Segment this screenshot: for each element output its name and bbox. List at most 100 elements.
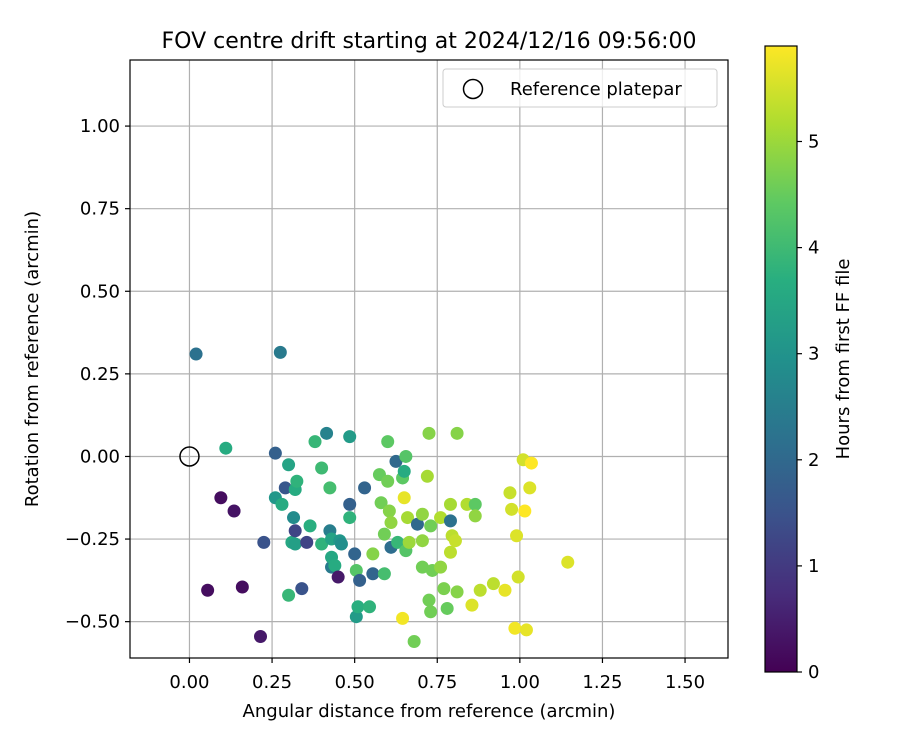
data-point: [468, 509, 482, 523]
data-point: [508, 621, 522, 635]
data-point: [381, 435, 395, 449]
data-point: [377, 567, 391, 581]
data-point: [486, 577, 500, 591]
data-point: [328, 558, 342, 572]
data-point: [315, 537, 329, 551]
legend: Reference platepar: [442, 68, 718, 108]
data-point: [366, 567, 380, 581]
data-point: [434, 511, 448, 525]
data-point: [334, 537, 348, 551]
x-axis-ticks: 0.00 0.25 0.50 0.75 1.00 1.25 1.50: [169, 658, 705, 693]
data-point: [382, 504, 396, 518]
data-point: [288, 524, 302, 538]
data-point: [391, 535, 405, 549]
data-point: [381, 474, 395, 488]
data-point: [407, 634, 421, 648]
y-axis-ticks: −0.50 −0.25 0.00 0.25 0.50 0.75 1.00: [65, 116, 130, 633]
colorbar-ticks: 0 1 2 3 4 5: [797, 131, 819, 683]
data-point: [201, 583, 215, 597]
colorbar-frame: [764, 45, 798, 673]
data-point: [273, 345, 287, 359]
data-point: [415, 507, 429, 521]
data-point: [422, 426, 436, 440]
data-point: [308, 435, 322, 449]
x-tick-label: 0.50: [335, 672, 375, 693]
x-axis-label: Angular distance from reference (arcmin): [243, 701, 616, 722]
x-tick-label: 0.25: [252, 672, 292, 693]
data-point: [450, 426, 464, 440]
data-point: [468, 497, 482, 511]
data-point: [227, 504, 241, 518]
data-point: [343, 430, 357, 444]
data-point: [420, 469, 434, 483]
data-point: [366, 547, 380, 561]
colorbar-label: Hours from first FF file: [833, 259, 854, 460]
data-point: [415, 534, 429, 548]
plot-frame: [129, 59, 729, 659]
data-point: [300, 535, 314, 549]
grid-lines: [130, 60, 728, 658]
data-point: [450, 585, 464, 599]
data-point: [473, 583, 487, 597]
y-tick-label: 0.50: [80, 281, 120, 302]
data-point: [465, 598, 479, 612]
x-tick-label: 0.75: [417, 672, 457, 693]
colorbar-tick-label: 5: [808, 131, 819, 152]
y-tick-label: 0.25: [80, 364, 120, 385]
data-point: [282, 458, 296, 472]
data-point: [397, 491, 411, 505]
y-tick-label: 0.75: [80, 199, 120, 220]
legend-box: [442, 68, 718, 108]
y-axis-label: Rotation from reference (arcmin): [22, 211, 43, 507]
data-point: [287, 511, 301, 525]
colorbar-tick-label: 0: [808, 662, 819, 683]
data-point: [498, 583, 512, 597]
data-point: [440, 601, 454, 615]
x-tick-label: 1.50: [665, 672, 705, 693]
data-point: [510, 529, 524, 543]
data-point: [331, 570, 345, 584]
data-point: [396, 611, 410, 625]
data-point: [320, 426, 334, 440]
data-point: [410, 517, 424, 531]
data-point: [343, 497, 357, 511]
x-tick-label: 1.00: [500, 672, 540, 693]
y-tick-label: −0.50: [65, 612, 120, 633]
data-point: [349, 563, 363, 577]
data-point: [254, 630, 268, 644]
data-point: [561, 555, 575, 569]
data-point: [437, 582, 451, 596]
data-point: [323, 481, 337, 495]
data-point: [353, 573, 367, 587]
data-point: [295, 582, 309, 596]
data-point: [424, 519, 438, 533]
data-point: [503, 486, 517, 500]
colorbar-tick-label: 2: [808, 450, 819, 471]
data-point: [358, 481, 372, 495]
colorbar-gradient: [765, 46, 797, 672]
data-point: [443, 514, 457, 528]
reference-marker: [179, 446, 200, 467]
legend-entry: Reference platepar: [510, 79, 682, 100]
legend-marker-icon: [462, 78, 484, 100]
data-point: [402, 535, 416, 549]
data-point: [349, 610, 363, 624]
y-tick-label: 1.00: [80, 116, 120, 137]
data-point: [214, 491, 228, 505]
data-point: [268, 446, 282, 460]
data-point: [351, 600, 365, 614]
data-point: [519, 623, 533, 637]
data-point: [389, 454, 403, 468]
data-point: [424, 605, 438, 619]
colorbar-tick-label: 4: [808, 238, 819, 259]
data-point: [397, 464, 411, 478]
data-point: [288, 537, 302, 551]
y-tick-label: −0.25: [65, 529, 120, 550]
y-tick-label: 0.00: [80, 446, 120, 467]
data-point: [219, 441, 233, 455]
x-tick-label: 0.00: [169, 672, 209, 693]
data-point: [524, 456, 538, 470]
data-point: [303, 519, 317, 533]
